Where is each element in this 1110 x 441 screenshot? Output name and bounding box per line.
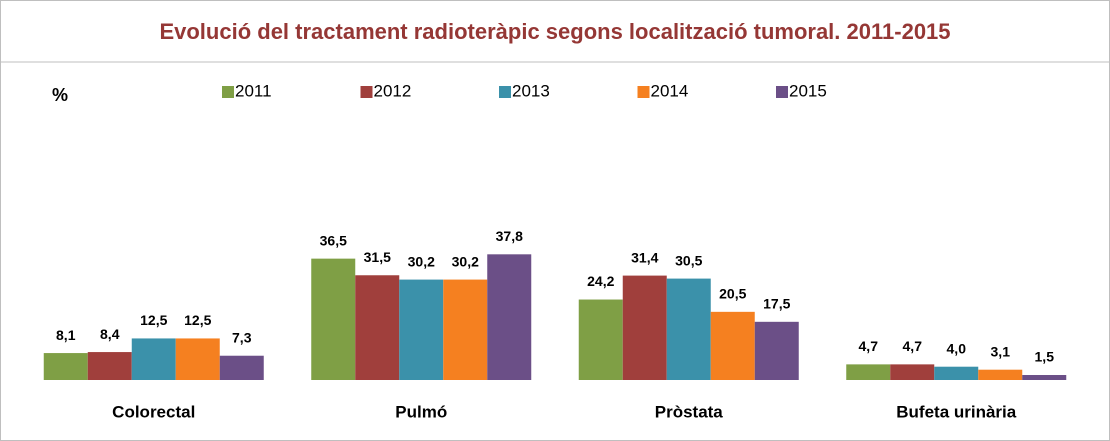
bar bbox=[978, 369, 1023, 380]
value-label: 8,4 bbox=[100, 326, 120, 342]
value-label: 8,1 bbox=[56, 327, 76, 343]
legend-swatch bbox=[637, 86, 650, 98]
bar bbox=[578, 299, 623, 380]
value-label: 20,5 bbox=[719, 286, 746, 302]
value-label: 30,5 bbox=[675, 252, 702, 268]
bar bbox=[43, 353, 88, 380]
bar bbox=[890, 364, 935, 380]
bar bbox=[710, 311, 755, 380]
legend-label: 2011 bbox=[235, 81, 272, 100]
legend-swatch bbox=[222, 86, 234, 98]
value-label: 31,4 bbox=[631, 249, 658, 265]
value-label: 17,5 bbox=[763, 296, 790, 312]
legend-swatch bbox=[360, 86, 373, 98]
bar bbox=[175, 338, 220, 380]
value-label: 24,2 bbox=[587, 273, 614, 289]
chart-title: Evolució del tractament radioteràpic seg… bbox=[159, 19, 950, 44]
value-label: 1,5 bbox=[1035, 349, 1055, 365]
x-tick-label: Pròstata bbox=[655, 402, 724, 421]
value-label: 37,8 bbox=[496, 228, 523, 244]
value-label: 3,1 bbox=[991, 343, 1011, 359]
x-tick-label: Colorectal bbox=[112, 402, 195, 421]
value-label: 12,5 bbox=[184, 312, 211, 328]
legend-label: 2014 bbox=[651, 81, 689, 100]
bar bbox=[934, 366, 979, 380]
value-label: 30,2 bbox=[452, 253, 479, 269]
bar bbox=[666, 278, 711, 380]
value-label: 31,5 bbox=[364, 249, 391, 265]
legend-label: 2013 bbox=[512, 81, 550, 100]
value-label: 4,7 bbox=[903, 338, 923, 354]
legend-label: 2012 bbox=[374, 81, 412, 100]
value-label: 12,5 bbox=[140, 312, 167, 328]
bar bbox=[754, 321, 799, 380]
x-tick-label: Pulmó bbox=[395, 402, 447, 421]
bar bbox=[311, 258, 356, 380]
bar bbox=[219, 355, 264, 380]
bar bbox=[355, 275, 400, 380]
bar bbox=[87, 352, 132, 380]
bar bbox=[846, 364, 891, 380]
bar bbox=[487, 254, 532, 380]
value-label: 4,0 bbox=[947, 340, 967, 356]
bar bbox=[131, 338, 176, 380]
value-label: 7,3 bbox=[232, 329, 252, 345]
x-tick-label: Bufeta urinària bbox=[896, 402, 1017, 421]
y-axis-label: % bbox=[52, 85, 68, 105]
bar bbox=[622, 275, 667, 380]
value-label: 30,2 bbox=[408, 253, 435, 269]
legend-label: 2015 bbox=[789, 81, 827, 100]
value-label: 36,5 bbox=[320, 232, 347, 248]
bar bbox=[399, 279, 444, 380]
legend-swatch bbox=[776, 86, 788, 98]
bar bbox=[1022, 375, 1067, 380]
bar bbox=[443, 279, 488, 380]
value-label: 4,7 bbox=[859, 338, 879, 354]
legend-swatch bbox=[499, 86, 511, 98]
